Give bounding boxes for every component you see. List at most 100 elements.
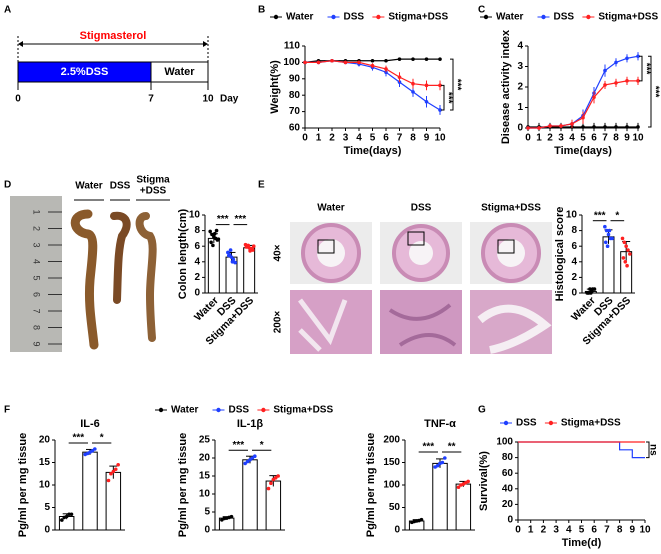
ruler-label: 5 (32, 275, 42, 280)
x-tick-label: 8 (410, 133, 416, 144)
sig-label: * (615, 210, 619, 221)
x-tick-label: 8 (617, 525, 623, 536)
data-point (623, 260, 628, 264)
ruler (10, 196, 62, 352)
y-tick-label: 0 (194, 288, 200, 299)
y-tick-label: 15 (199, 471, 211, 482)
sig-label: *** (232, 440, 244, 451)
data-point (230, 260, 235, 264)
x-tick-label: 6 (383, 133, 389, 144)
x-axis-label: Time(d) (562, 537, 602, 549)
x-tick-label: 0 (525, 133, 531, 144)
sig-label: ns (647, 444, 658, 456)
y-tick-label: 0 (517, 123, 523, 134)
data-point (586, 291, 590, 295)
point (614, 60, 618, 65)
y-tick-label: 15 (39, 457, 51, 468)
data-point (622, 240, 627, 245)
legend-marker (158, 407, 164, 413)
legend-marker (261, 407, 266, 413)
x-tick-label: 0 (302, 133, 308, 144)
point (411, 90, 415, 94)
point (370, 58, 375, 63)
zoom-box (317, 239, 335, 254)
x-tick-label: 0 (515, 525, 521, 536)
zoom-box (407, 231, 425, 246)
legend-marker (216, 407, 221, 413)
point (384, 67, 388, 71)
y-tick-label: 6 (194, 241, 200, 252)
y-tick-label: 10 (39, 480, 51, 491)
point (411, 81, 415, 86)
x-axis-label: Time(days) (344, 145, 402, 157)
point (636, 54, 640, 59)
y-tick-label: 20 (199, 453, 211, 464)
panel-label: C (478, 5, 485, 16)
y-tick-label: 90 (289, 73, 301, 84)
point (526, 126, 530, 130)
y-axis-label: Pg/ml per mg tissue (17, 433, 29, 538)
photo-label: Water (75, 181, 103, 192)
panel-label: F (4, 405, 10, 416)
x-tick-label: 10 (632, 133, 644, 144)
chart-title: IL-6 (80, 418, 100, 430)
legend-marker (586, 14, 591, 20)
ruler-label: 8 (32, 325, 42, 330)
y-tick-label: 150 (383, 457, 400, 468)
x-tick-label: 5 (579, 525, 585, 536)
data-point (592, 287, 597, 291)
sig-label: *** (234, 214, 246, 225)
ruler-label: 6 (32, 292, 42, 297)
legend-marker (331, 14, 336, 20)
y-tick-label: 25 (199, 435, 211, 446)
ruler-label: 1 (32, 209, 42, 214)
data-point (109, 471, 113, 476)
data-point (620, 236, 625, 241)
unit-label: Day (220, 94, 239, 105)
bar (455, 483, 472, 531)
point (603, 68, 607, 73)
point (316, 60, 321, 65)
x-tick-label: 7 (397, 133, 403, 144)
panel-label: B (258, 5, 265, 16)
x-tick-label: 2 (541, 525, 547, 536)
y-axis-label: Survival(%) (478, 451, 490, 511)
data-point (440, 460, 445, 465)
timeline-segment (150, 61, 209, 83)
sig-label: ** (448, 442, 456, 453)
series-line (518, 441, 645, 459)
ruler-label: 7 (32, 308, 42, 313)
y-tick-label: 100 (496, 437, 513, 448)
x-tick-label: 0 (15, 94, 21, 105)
legend-label: DSS (229, 405, 250, 416)
legend-marker (541, 14, 546, 20)
x-tick-label: 1 (316, 133, 322, 144)
y-tick-label: 0 (394, 525, 400, 536)
x-tick-label: 3 (558, 133, 564, 144)
data-point (226, 253, 231, 258)
point (357, 60, 361, 65)
chart-title: TNF-α (424, 418, 456, 430)
texture (388, 303, 457, 347)
x-tick-label: 2 (329, 133, 335, 144)
y-tick-label: 110 (284, 41, 301, 52)
legend-label: Water (286, 12, 314, 23)
point (370, 63, 375, 68)
y-tick-label: 2 (517, 82, 523, 93)
x-tick-label: 6 (591, 133, 597, 144)
segment-label: Water (164, 66, 195, 78)
y-tick-label: 200 (383, 435, 400, 446)
x-tick-label: 9 (630, 525, 636, 536)
point (397, 75, 402, 79)
x-axis-label: Time(days) (554, 145, 612, 157)
x-tick-label: 5 (580, 133, 586, 144)
y-tick-label: 100 (283, 57, 300, 68)
lumen (409, 241, 433, 265)
bar (242, 459, 258, 531)
y-tick-label: 2 (571, 272, 577, 283)
point (636, 125, 640, 129)
x-tick-label: 1 (528, 525, 534, 536)
data-point (64, 514, 69, 519)
colon-photo (10, 196, 170, 352)
data-point (216, 237, 221, 241)
